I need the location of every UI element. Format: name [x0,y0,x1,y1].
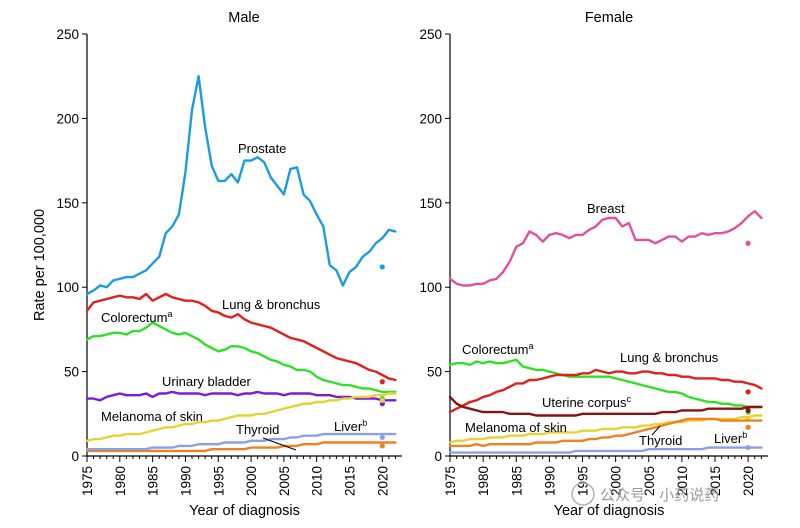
series-line-liver [85,432,397,451]
series-label-colorectum: Colorectuma [101,309,172,325]
point-2020-thyroid [745,424,751,430]
series-label-liver: Liverb [714,430,747,446]
series-label-melanoma-of-skin: Melanoma of skin [465,420,567,435]
panel-title: Female [585,10,633,26]
point-2020-uterine-corpus [745,407,751,414]
x-tick-label: 2015 [708,466,723,496]
series-line-liver [448,446,763,454]
x-tick-label: 2020 [741,466,756,496]
x-tick-label: 2005 [642,466,657,496]
series-label-lung-and-bronchus: Lung & bronchus [620,350,719,365]
y-tick-label: 0 [71,449,79,464]
series-line-colorectum [85,321,397,394]
x-tick-label: 2005 [277,466,292,496]
x-tick-label: 2010 [675,466,690,496]
y-tick-label: 200 [56,111,79,126]
series-label-thyroid: Thyroid [639,433,682,448]
point-2020-prostate [379,264,385,270]
wechat-icon [571,482,595,506]
series-label-thyroid: Thyroid [236,422,279,437]
watermark-text: 公众号 · 小药说药 [600,486,719,504]
series-line-colorectum [448,358,763,409]
y-tick-label: 150 [56,196,79,211]
y-tick-label: 250 [419,27,442,42]
male-panel: Male 0 50 100 150 200 250 1975 1980 1985 1990 1995 2… [32,10,402,519]
point-2020-breast [745,240,751,246]
x-tick-label: 1985 [509,466,524,496]
y-tick-label: 100 [56,280,79,295]
x-tick-label: 1980 [113,466,128,496]
x-tick-label: 1975 [80,466,95,496]
series-label-breast: Breast [587,201,625,216]
x-tick-label: 2015 [343,466,358,496]
panel-title: Male [228,10,259,26]
series-label-urinary-bladder: Urinary bladder [162,374,252,389]
series-line-lung-and-bronchus [448,368,763,414]
x-tick-label: 2020 [375,466,390,496]
x-tick-label: 1990 [542,466,557,496]
point-2020-liver [745,444,751,451]
x-tick-label: 2000 [244,466,259,496]
x-tick-label: 1975 [443,466,458,496]
point-2020-liver [379,434,385,441]
y-tick-label: 250 [56,27,79,42]
series-label-uterine-corpus: Uterine corpusc [542,394,632,410]
point-2020-lung-and-bronchus [379,379,385,385]
series-line-uterine-corpus [448,395,763,417]
x-tick-label: 1995 [576,466,591,496]
x-axis-title: Year of diagnosis [554,503,665,519]
x-tick-label: 2000 [609,466,624,496]
series-label-liver: Liverb [334,418,367,434]
series-line-melanoma-of-skin [85,392,397,442]
point-2020-thyroid [379,443,385,449]
x-tick-label: 2010 [310,466,325,496]
label-leader-thyroid [651,425,661,436]
y-tick-label: 50 [427,365,442,380]
y-tick-label: 0 [434,449,442,464]
series-line-thyroid [448,417,763,448]
series-line-urinary-bladder [85,390,397,402]
point-2020-lung-and-bronchus [745,389,751,395]
x-tick-label: 1980 [476,466,491,496]
series-line-thyroid [85,441,397,453]
series-line-lung-and-bronchus [85,292,397,382]
y-tick-label: 100 [419,280,442,295]
watermark: 公众号 · 小药说药 [571,482,719,506]
y-axis-title: Rate per 100,000 [32,209,48,321]
series-label-melanoma-of-skin: Melanoma of skin [101,409,203,424]
x-tick-label: 1985 [146,466,161,496]
point-2020-melanoma-of-skin [379,397,385,403]
series-label-prostate: Prostate [238,141,286,156]
x-tick-label: 1995 [211,466,226,496]
x-axis-title: Year of diagnosis [189,503,300,519]
female-panel: Female 0 50 100 150 200 250 1975 1980 1985 1990 199… [419,10,768,519]
series-label-colorectum: Colorectuma [462,341,533,357]
x-tick-label: 1990 [178,466,193,496]
y-tick-label: 50 [64,365,79,380]
series-line-prostate [85,75,397,296]
series-label-lung-and-bronchus: Lung & bronchus [222,297,321,312]
y-tick-label: 150 [419,196,442,211]
label-leader-thyroid [262,437,297,451]
y-tick-label: 200 [419,111,442,126]
series-line-breast [448,210,763,287]
